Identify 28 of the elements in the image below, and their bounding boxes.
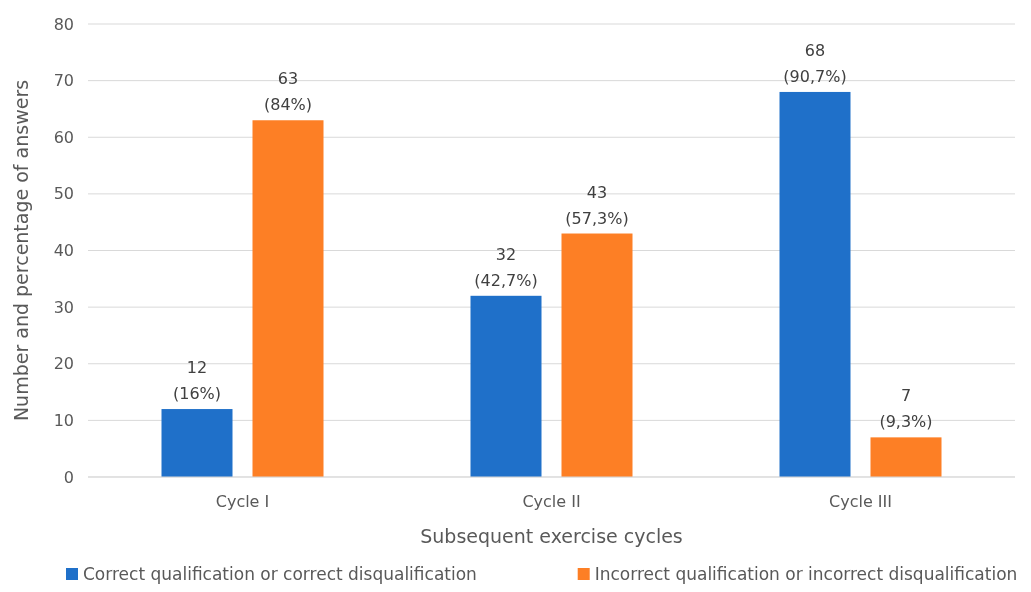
x-tick-label: Cycle II xyxy=(522,492,581,511)
data-label: 63 (84%) xyxy=(263,69,313,115)
y-tick-label: 80 xyxy=(53,14,74,34)
y-tick-label: 0 xyxy=(63,467,74,487)
y-tick-label: 60 xyxy=(53,127,74,147)
y-tick-label: 50 xyxy=(53,184,74,204)
data-label: 7 (9,3%) xyxy=(879,386,933,432)
data-label: 68 (90,7%) xyxy=(783,40,847,86)
y-axis-title: Number and percentage of answers xyxy=(10,79,32,422)
bar xyxy=(561,233,633,477)
data-label: 32 (42,7%) xyxy=(474,244,538,290)
x-tick-label: Cycle I xyxy=(215,492,270,511)
y-tick-label: 40 xyxy=(53,241,74,261)
bar xyxy=(470,295,542,477)
y-tick-label: 20 xyxy=(53,354,74,374)
y-tick-label: 10 xyxy=(53,410,74,430)
data-label: 12 (16%) xyxy=(172,358,222,404)
legend-label: Incorrect qualification or incorrect disqualification xyxy=(594,563,1018,584)
y-tick-label: 30 xyxy=(53,297,74,317)
bar xyxy=(779,91,851,477)
bar xyxy=(252,120,324,477)
x-tick-label: Cycle III xyxy=(829,492,892,511)
x-axis-title: Subsequent exercise cycles xyxy=(420,525,683,547)
y-tick-label: 70 xyxy=(53,71,74,91)
data-label: 43 (57,3%) xyxy=(565,182,629,228)
bar xyxy=(161,409,233,477)
bar xyxy=(870,437,942,477)
legend-label: Correct qualification or correct disqualification xyxy=(83,563,477,584)
